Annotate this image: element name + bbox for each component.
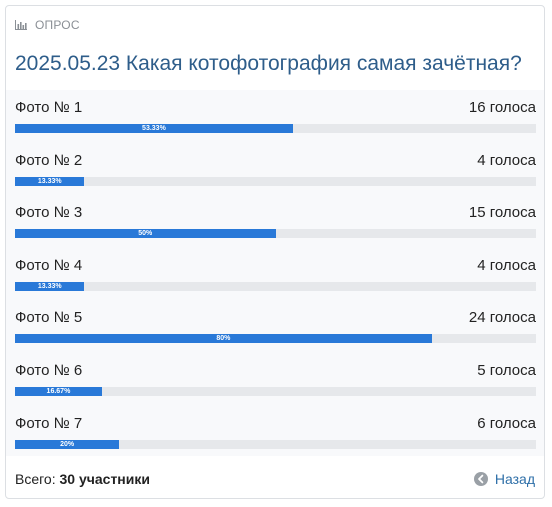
progress-track: 80% xyxy=(15,334,536,344)
back-label: Назад xyxy=(494,471,535,487)
poll-option-label: Фото № 1 xyxy=(15,99,83,116)
poll-header: ОПРОС xyxy=(15,18,80,32)
poll-option-row: Фото № 1 16 голоса xyxy=(15,90,536,116)
poll-option-label: Фото № 4 xyxy=(15,256,83,274)
poll-option-label: Фото № 5 xyxy=(15,309,83,327)
total-value: 30 участники xyxy=(59,471,150,487)
poll-option-row: Фото № 4 4 голоса xyxy=(15,248,536,274)
progress-track: 50% xyxy=(15,229,536,239)
poll-title: 2025.05.23 Какая котофотография самая за… xyxy=(15,52,522,75)
progress-track: 20% xyxy=(15,439,536,449)
poll-option-label: Фото № 2 xyxy=(15,151,83,169)
poll-option-row: Фото № 5 24 голоса xyxy=(15,300,536,326)
poll-option-votes: 4 голоса xyxy=(477,256,536,274)
poll-option: Фото № 4 4 голоса 13.33% xyxy=(15,248,536,300)
poll-option-row: Фото № 2 4 голоса xyxy=(15,143,536,169)
progress-fill: 20% xyxy=(15,439,120,449)
poll-option-votes: 5 голоса xyxy=(477,362,536,379)
poll-option-votes: 4 голоса xyxy=(477,151,536,169)
poll-footer: Всего: 30 участники Назад xyxy=(15,471,535,487)
back-link[interactable]: Назад xyxy=(473,471,535,487)
poll-card: ОПРОС 2025.05.23 Какая котофотография са… xyxy=(5,5,545,499)
total-participants: Всего: 30 участники xyxy=(15,471,150,487)
poll-option: Фото № 1 16 голоса 53.33% xyxy=(15,90,536,142)
poll-option-row: Фото № 3 15 голоса xyxy=(15,195,536,221)
progress-track: 53.33% xyxy=(15,124,536,133)
progress-fill: 16.67% xyxy=(15,387,102,396)
poll-option-votes: 6 голоса xyxy=(477,414,536,432)
poll-header-label: ОПРОС xyxy=(35,18,80,32)
poll-options: Фото № 1 16 голоса 53.33% Фото № 2 4 голоса 1… xyxy=(6,90,544,456)
progress-track: 13.33% xyxy=(15,281,536,291)
arrow-left-circle-icon xyxy=(473,472,488,486)
poll-option-label: Фото № 7 xyxy=(15,414,83,432)
bar-chart-icon xyxy=(15,20,27,30)
progress-fill: 13.33% xyxy=(15,281,85,291)
poll-option-votes: 15 голоса xyxy=(468,204,536,222)
poll-option-votes: 24 голоса xyxy=(468,309,536,327)
progress-fill: 13.33% xyxy=(15,176,85,186)
poll-option: Фото № 7 6 голоса 20% xyxy=(15,406,536,458)
poll-option-label: Фото № 6 xyxy=(15,362,83,379)
poll-option: Фото № 2 4 голоса 13.33% xyxy=(15,143,536,195)
poll-option: Фото № 3 15 голоса 50% xyxy=(15,195,536,247)
poll-option-row: Фото № 7 6 голоса xyxy=(15,406,536,432)
poll-option: Фото № 5 24 голоса 80% xyxy=(15,300,536,352)
progress-fill: 50% xyxy=(15,229,276,239)
progress-fill: 53.33% xyxy=(15,124,293,133)
total-prefix: Всего: xyxy=(15,471,60,487)
poll-option: Фото № 6 5 голоса 16.67% xyxy=(15,353,536,405)
poll-option-row: Фото № 6 5 голоса xyxy=(15,353,536,379)
poll-option-votes: 16 голоса xyxy=(468,99,536,116)
progress-track: 16.67% xyxy=(15,387,536,396)
poll-option-label: Фото № 3 xyxy=(15,204,83,222)
progress-fill: 80% xyxy=(15,334,432,344)
progress-track: 13.33% xyxy=(15,176,536,186)
